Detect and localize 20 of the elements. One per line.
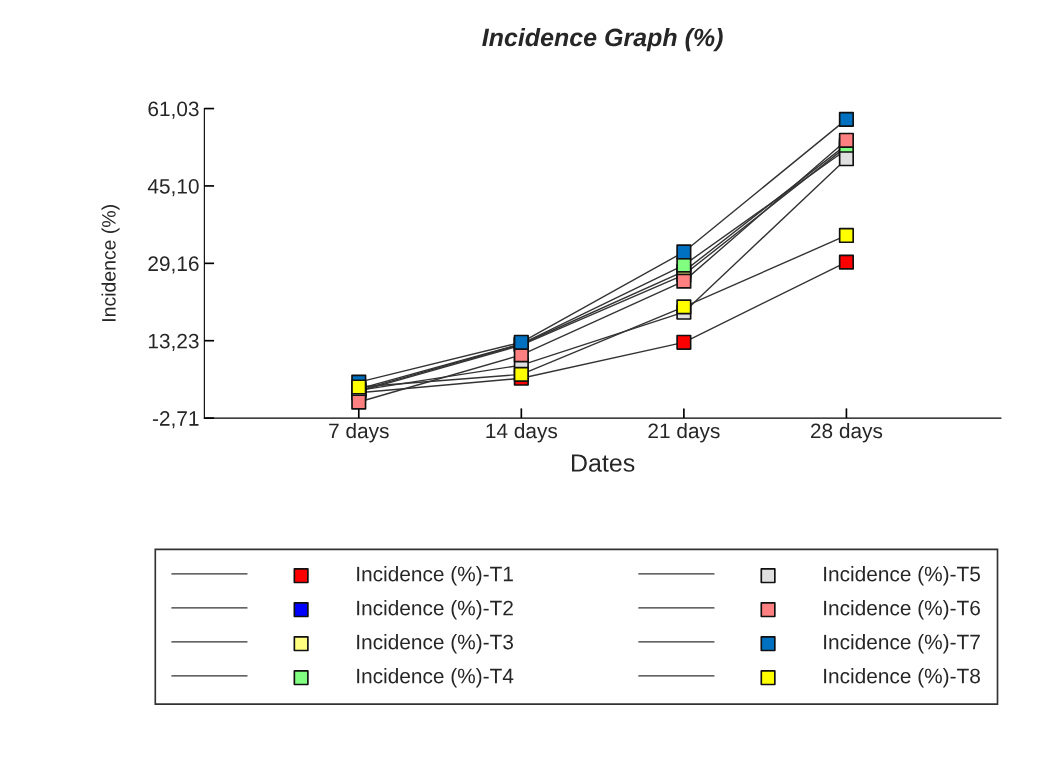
legend-label: Incidence (%)-T2 — [357, 600, 513, 620]
y-tick-label: 45,10 — [147, 178, 199, 197]
legend-label: Incidence (%)-T8 — [824, 668, 980, 688]
legend-label: Incidence (%)-T3 — [357, 634, 513, 654]
x-axis-title: Dates — [572, 454, 635, 472]
x-tick-label: 28 days — [810, 422, 883, 443]
legend-label: Incidence (%)-T7 — [824, 634, 980, 654]
y-tick-label: 29,16 — [148, 256, 199, 274]
y-axis-title: Incidence (%) — [101, 205, 120, 321]
legend-label: Incidence (%)-T4 — [357, 668, 514, 688]
legend-label: Incidence (%)-T5 — [824, 566, 980, 586]
y-tick-label: -2,71 — [152, 411, 199, 429]
legend-label: Incidence (%)-T1 — [357, 566, 513, 586]
x-tick-label: 21 days — [648, 422, 720, 443]
chart-title: Incidence Graph (%) — [482, 27, 723, 52]
legend-label: Incidence (%)-T6 — [824, 600, 980, 620]
x-tick-label: 14 days — [486, 422, 558, 443]
x-tick-label: 7 days — [329, 422, 389, 443]
y-tick-label: 13,23 — [148, 333, 199, 351]
y-tick-label: 61,03 — [148, 101, 199, 119]
